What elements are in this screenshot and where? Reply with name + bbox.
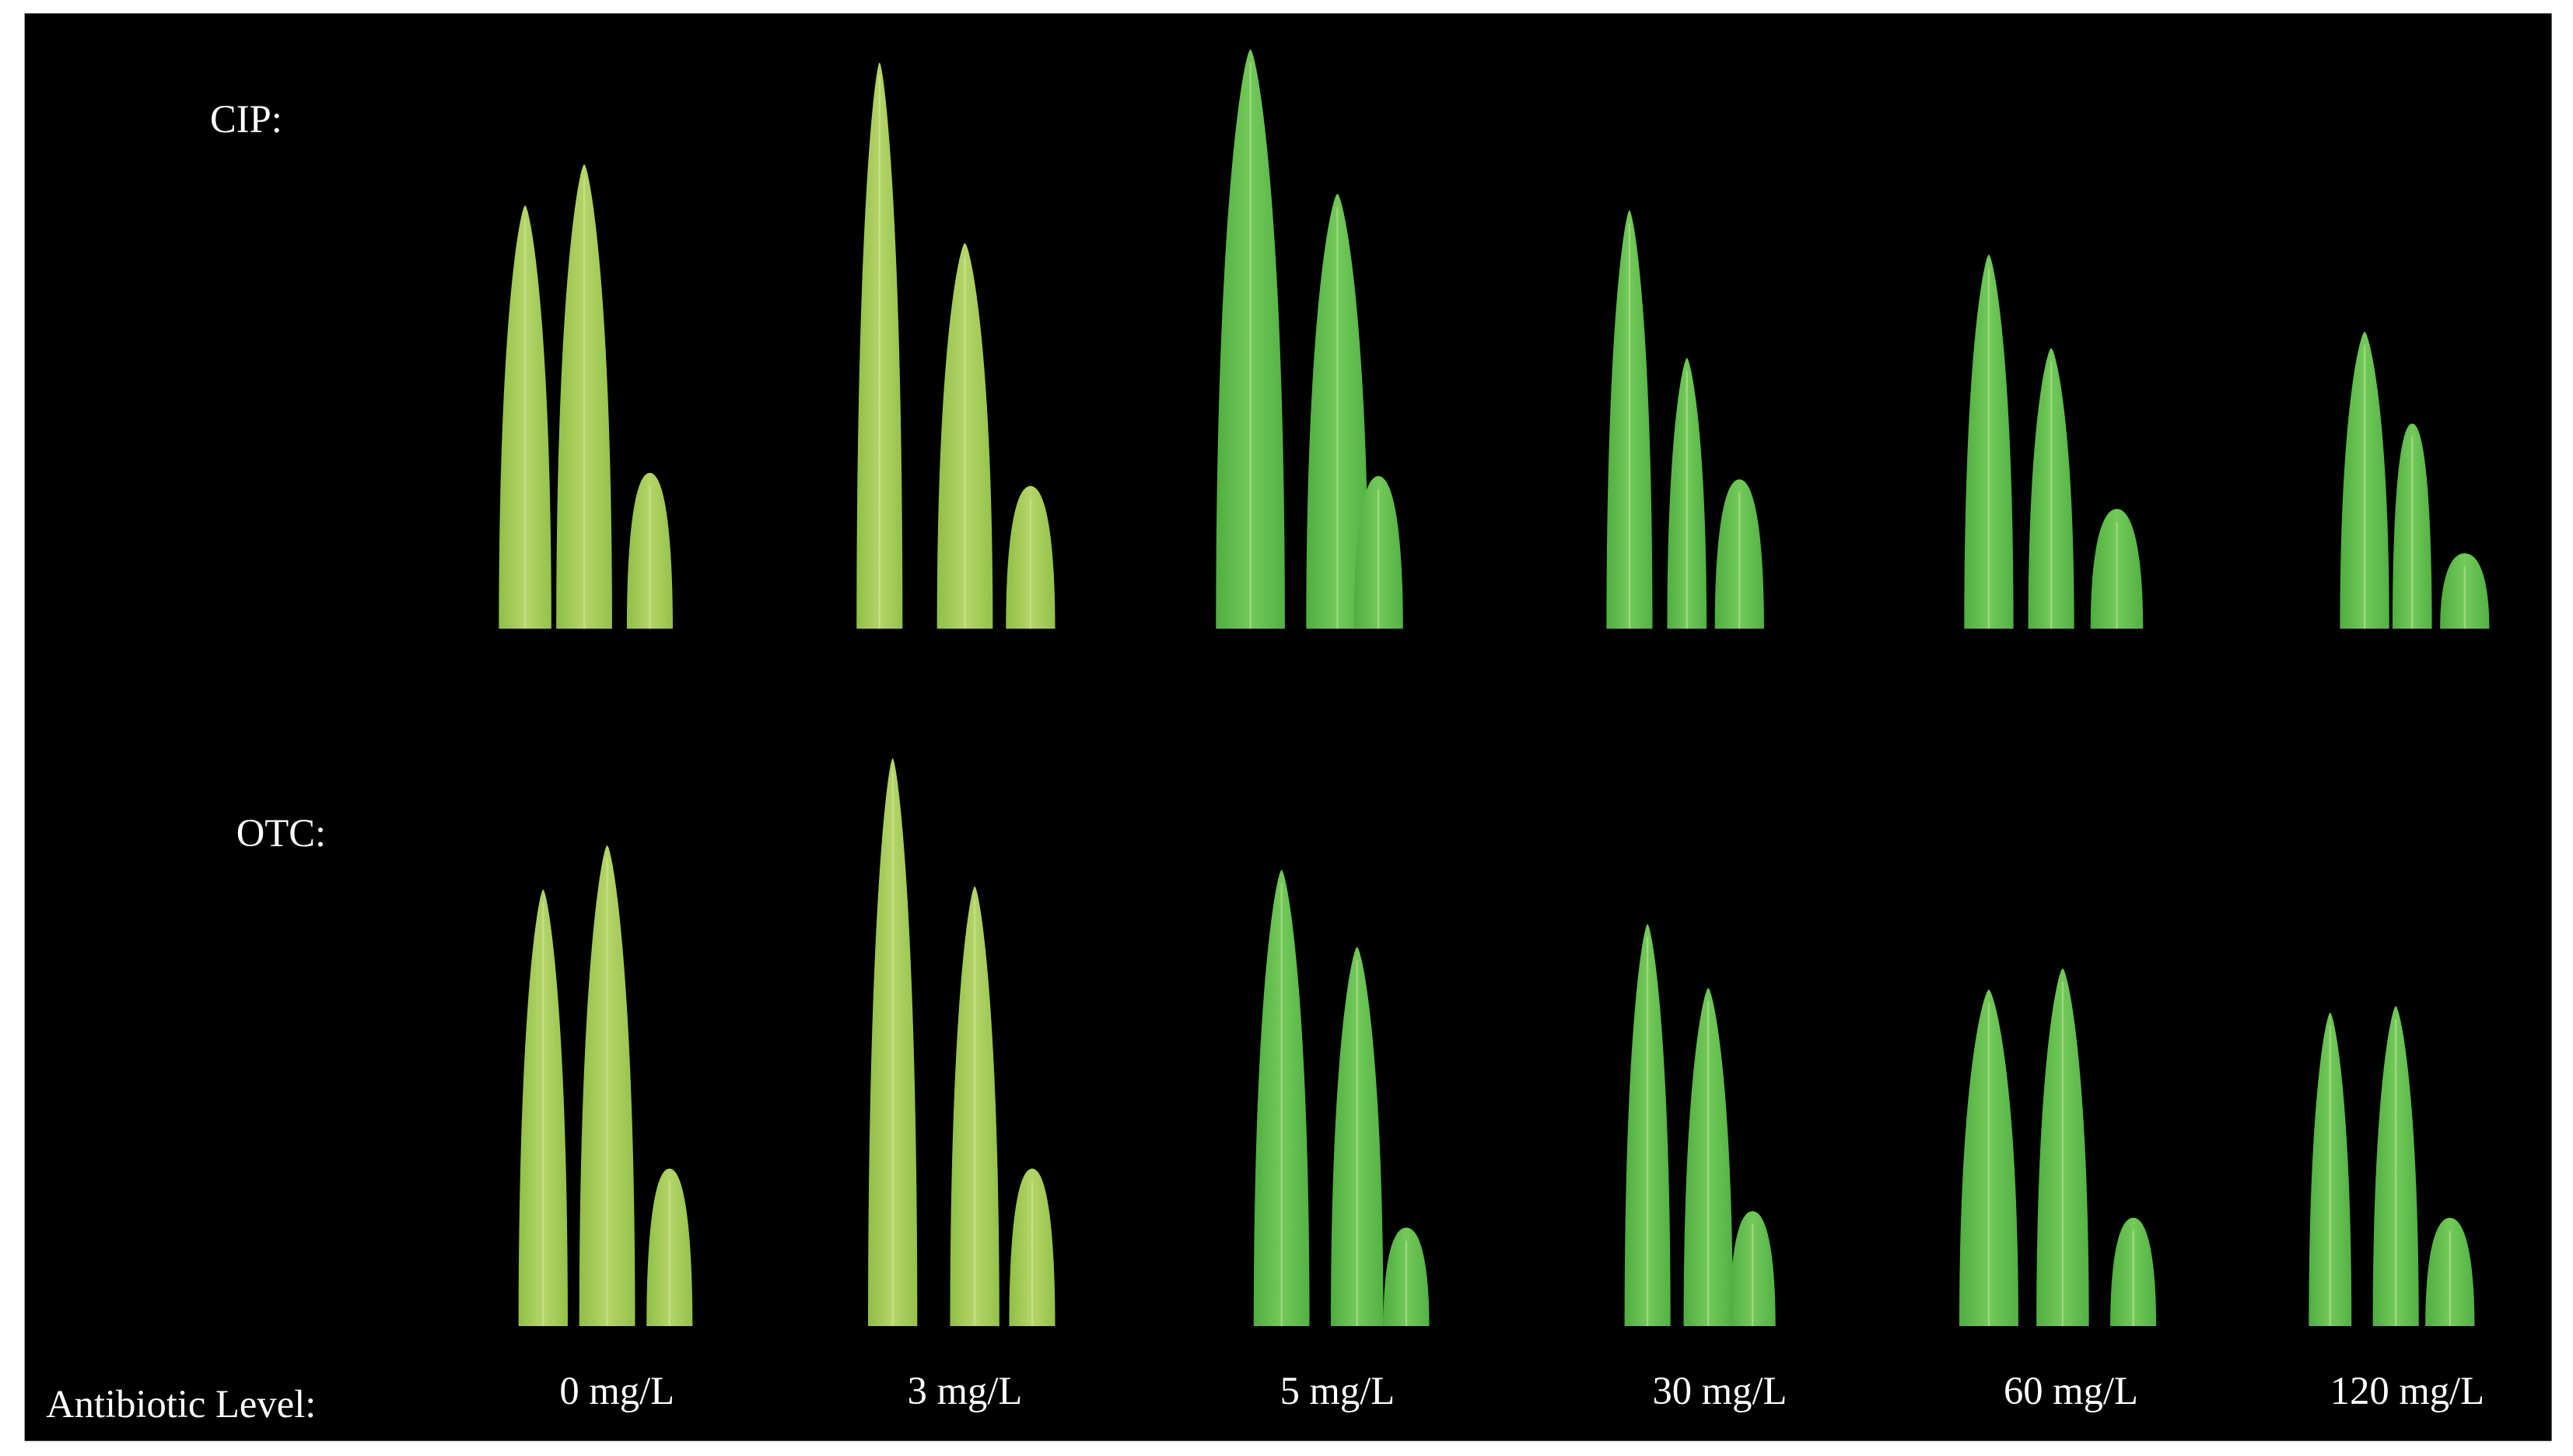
- leaf: [579, 845, 635, 1326]
- leaf: [1729, 1211, 1776, 1326]
- leaf: [1006, 485, 1055, 629]
- level-label: 3 mg/L: [908, 1369, 1023, 1412]
- leaf: [1216, 49, 1285, 629]
- axis-label: Antibiotic Level:: [46, 1382, 316, 1426]
- level-label: 5 mg/L: [1280, 1369, 1395, 1412]
- leaf: [518, 889, 568, 1326]
- leaf: [1009, 1168, 1055, 1326]
- leaf: [1353, 476, 1403, 629]
- leaf: [2309, 1013, 2352, 1326]
- leaf: [556, 164, 612, 629]
- leaf: [1383, 1227, 1430, 1326]
- level-label: 30 mg/L: [1652, 1369, 1787, 1412]
- leaf: [1667, 358, 1707, 629]
- row-label: OTC:: [236, 811, 326, 855]
- leaf: [2372, 1006, 2419, 1326]
- leaf: [1964, 254, 2014, 629]
- leaf: [2036, 968, 2089, 1326]
- leaf: [2028, 348, 2074, 629]
- level-label: 120 mg/L: [2330, 1369, 2484, 1412]
- leaf: [856, 62, 903, 629]
- leaf: [646, 1168, 693, 1326]
- leaf: [936, 243, 993, 629]
- leaf: [950, 886, 999, 1326]
- leaves: [499, 49, 2490, 1326]
- leaf: [626, 472, 673, 629]
- leaf: [1624, 924, 1671, 1326]
- leaf: [499, 205, 551, 629]
- level-label: 60 mg/L: [2004, 1369, 2138, 1412]
- leaf: [1959, 989, 2018, 1326]
- row-label: CIP:: [210, 97, 282, 141]
- leaf: [1683, 988, 1733, 1326]
- leaf: [2340, 331, 2389, 629]
- leaf: [1330, 947, 1384, 1326]
- leaf: [1714, 479, 1764, 629]
- leaf: [1606, 210, 1653, 629]
- leaf: [868, 758, 918, 1326]
- leaf: [2110, 1217, 2157, 1326]
- level-label: 0 mg/L: [559, 1369, 674, 1412]
- leaf: [2090, 509, 2144, 629]
- leaf: [2440, 553, 2490, 629]
- leaf: [1253, 870, 1310, 1326]
- leaf: [2425, 1217, 2475, 1326]
- leaf: [2392, 423, 2432, 629]
- leaf: [1306, 194, 1369, 629]
